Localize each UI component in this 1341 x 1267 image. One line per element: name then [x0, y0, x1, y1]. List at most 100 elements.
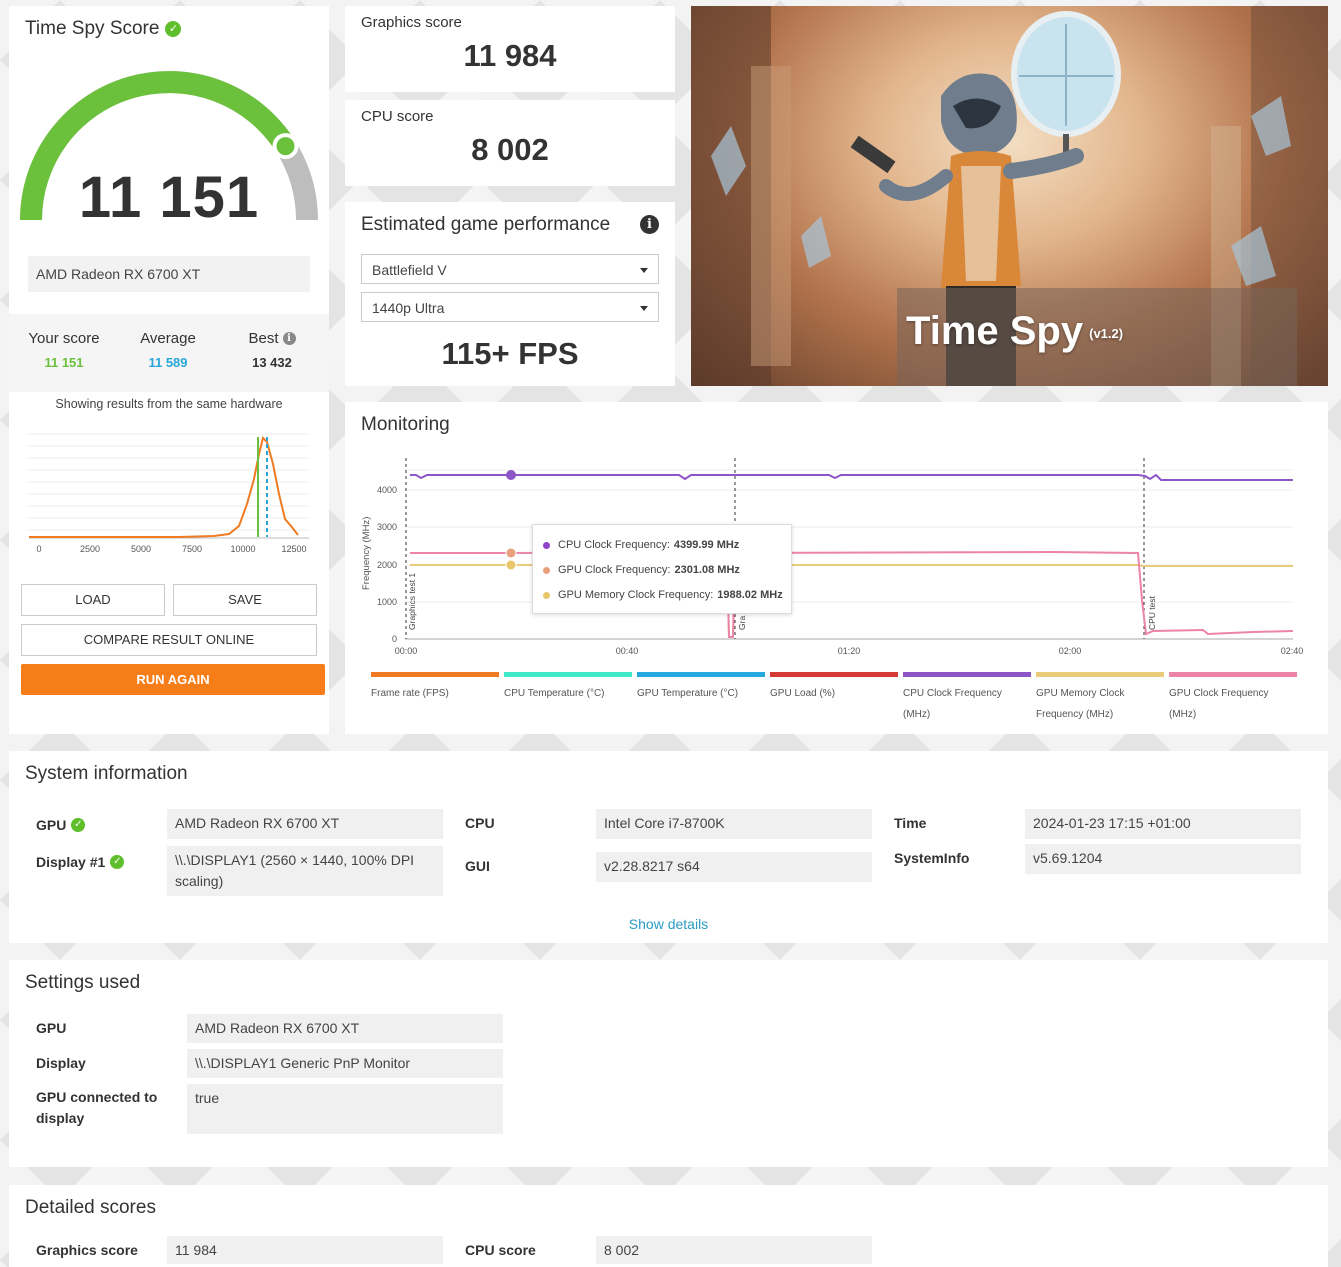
gpu-clock-point — [505, 547, 517, 559]
average-label: Average — [140, 330, 196, 347]
legend-gpu-load[interactable]: GPU Load (%) — [770, 672, 898, 704]
estimated-fps: 115+ FPS — [441, 336, 579, 371]
detailed-scores-title: Detailed scores — [25, 1197, 156, 1218]
legend-gpu-temperature[interactable]: GPU Temperature (°C) — [637, 672, 765, 704]
detailed-cpu-value: 8 002 — [596, 1236, 872, 1264]
dist-gridlines — [29, 433, 309, 531]
legend-gpu-memory-clock[interactable]: GPU Memory Clock Frequency (MHz) — [1036, 672, 1164, 725]
hero-title: Time Spy (v1.2) — [906, 309, 1123, 354]
preset-select-value: 1440p Ultra — [372, 300, 445, 316]
tooltip-dot — [543, 566, 550, 574]
legend-swatch — [371, 672, 499, 677]
detailed-cpu-label: CPU score — [465, 1242, 536, 1258]
info-icon[interactable]: i — [640, 215, 659, 234]
your-score-col: Your score 11 151 — [14, 330, 114, 370]
display-label-row: Display #1 ✓ — [36, 854, 125, 870]
systeminfo-label: SystemInfo — [894, 850, 970, 866]
gpu-label-row: GPU ✓ — [36, 817, 86, 833]
same-hardware-note: Showing results from the same hardware — [55, 397, 283, 411]
settings-gpu-label: GPU — [36, 1020, 67, 1036]
hero-version: (v1.2) — [1089, 325, 1124, 341]
estimated-title: Estimated game performance — [361, 214, 611, 235]
cpu-score-value: 8 002 — [471, 132, 549, 167]
best-label-row: Best i — [222, 330, 322, 347]
legend-label: GPU Clock Frequency (MHz) — [1169, 688, 1269, 720]
tooltip-dot — [543, 591, 550, 599]
systeminfo-value: v5.69.1204 — [1025, 844, 1301, 874]
score-distribution-chart: 0 2500 5000 7500 10000 12500 — [29, 433, 309, 554]
score-gauge — [20, 71, 318, 221]
verified-check-icon: ✓ — [71, 818, 86, 832]
time-label: Time — [894, 815, 927, 831]
dist-tick: 0 — [36, 544, 41, 554]
legend-label: GPU Memory Clock Frequency (MHz) — [1036, 688, 1125, 720]
tooltip-row: GPU Clock Frequency: 2301.08 MHz — [543, 564, 740, 576]
best-score-col: Best i 13 432 — [222, 330, 322, 370]
monitoring-title: Monitoring — [361, 414, 450, 435]
load-button[interactable]: LOAD — [21, 584, 165, 616]
legend-frame-rate[interactable]: Frame rate (FPS) — [371, 672, 499, 704]
average-value: 11 589 — [148, 355, 188, 370]
system-information-panel: System information GPU ✓ AMD Radeon RX 6… — [9, 751, 1328, 943]
estimated-performance-card: Estimated game performance i Battlefield… — [345, 202, 675, 386]
dist-tick: 10000 — [230, 544, 255, 554]
graphics-score-card: Graphics score 11 984 — [345, 6, 675, 92]
tooltip-label: GPU Clock Frequency: — [558, 564, 671, 576]
gauge-knob — [272, 133, 299, 160]
hero-illustration — [691, 6, 1328, 386]
score-compare: Your score 11 151 Average 11 589 Best i … — [9, 314, 329, 392]
score-panel: Time Spy Score ✓ 11 151 AMD Radeon RX 67… — [9, 6, 329, 734]
time-value: 2024-01-23 17:15 +01:00 — [1025, 809, 1301, 839]
legend-gpu-clock[interactable]: GPU Clock Frequency (MHz) — [1169, 672, 1297, 725]
best-value: 13 432 — [252, 355, 292, 370]
gpu-name-box: AMD Radeon RX 6700 XT — [28, 256, 310, 292]
verified-check-icon: ✓ — [165, 21, 182, 37]
dist-tick: 5000 — [131, 544, 151, 554]
compare-result-online-button[interactable]: COMPARE RESULT ONLINE — [21, 624, 317, 656]
save-button[interactable]: SAVE — [173, 584, 317, 616]
legend-swatch — [1036, 672, 1164, 677]
info-icon[interactable]: i — [282, 332, 296, 345]
legend-swatch — [770, 672, 898, 677]
gui-value: v2.28.8217 s64 — [596, 852, 872, 882]
legend-swatch — [903, 672, 1031, 677]
cpu-value: Intel Core i7-8700K — [596, 809, 872, 839]
average-score-col: Average 11 589 — [118, 330, 218, 370]
score-title: Time Spy Score ✓ — [25, 18, 182, 40]
gpu-label: GPU — [36, 817, 67, 833]
show-details-link[interactable]: Show details — [628, 916, 709, 932]
dist-tick: 2500 — [80, 544, 100, 554]
game-select[interactable]: Battlefield V — [361, 254, 659, 284]
mon-xtick: 00:00 — [395, 646, 418, 656]
detailed-scores-panel: Detailed scores Graphics score 11 984 CP… — [9, 1185, 1328, 1267]
verified-check-icon: ✓ — [110, 855, 125, 869]
legend-label: GPU Temperature (°C) — [637, 688, 739, 699]
marker-label-cpu-test: CPU test — [1147, 595, 1157, 630]
settings-connected-value: true — [187, 1084, 503, 1134]
chevron-down-icon — [640, 268, 648, 273]
run-again-button[interactable]: RUN AGAIN — [21, 664, 325, 695]
tooltip-label: GPU Memory Clock Frequency: — [558, 589, 714, 601]
settings-used-panel: Settings used GPU AMD Radeon RX 6700 XT … — [9, 960, 1328, 1167]
best-label: Best — [248, 330, 279, 347]
preset-select[interactable]: 1440p Ultra — [361, 292, 659, 322]
game-select-value: Battlefield V — [372, 262, 447, 278]
legend-label: GPU Load (%) — [770, 688, 836, 699]
cpu-label: CPU — [465, 815, 495, 831]
legend-cpu-temperature[interactable]: CPU Temperature (°C) — [504, 672, 632, 704]
settings-used-title: Settings used — [25, 972, 141, 993]
monitoring-panel: Monitoring 0 1000 2000 3000 4000 Frequen… — [345, 402, 1328, 734]
graphics-score-label: Graphics score — [361, 14, 462, 31]
monitoring-chart: 0 1000 2000 3000 4000 Frequency (MHz) 00… — [361, 458, 1303, 656]
tooltip-row: CPU Clock Frequency: 4399.99 MHz — [543, 539, 739, 551]
chevron-down-icon — [640, 306, 648, 311]
mon-ytick: 1000 — [377, 597, 397, 607]
mon-ytick: 3000 — [377, 522, 397, 532]
mon-xtick: 02:00 — [1059, 646, 1082, 656]
score-title-text: Time Spy Score — [25, 18, 160, 39]
legend-label: CPU Temperature (°C) — [504, 688, 605, 699]
cpu-clock-point — [506, 470, 516, 480]
legend-label: CPU Clock Frequency (MHz) — [903, 688, 1002, 720]
legend-cpu-clock[interactable]: CPU Clock Frequency (MHz) — [903, 672, 1031, 725]
chart-tooltip: CPU Clock Frequency: 4399.99 MHz GPU Clo… — [532, 524, 792, 614]
